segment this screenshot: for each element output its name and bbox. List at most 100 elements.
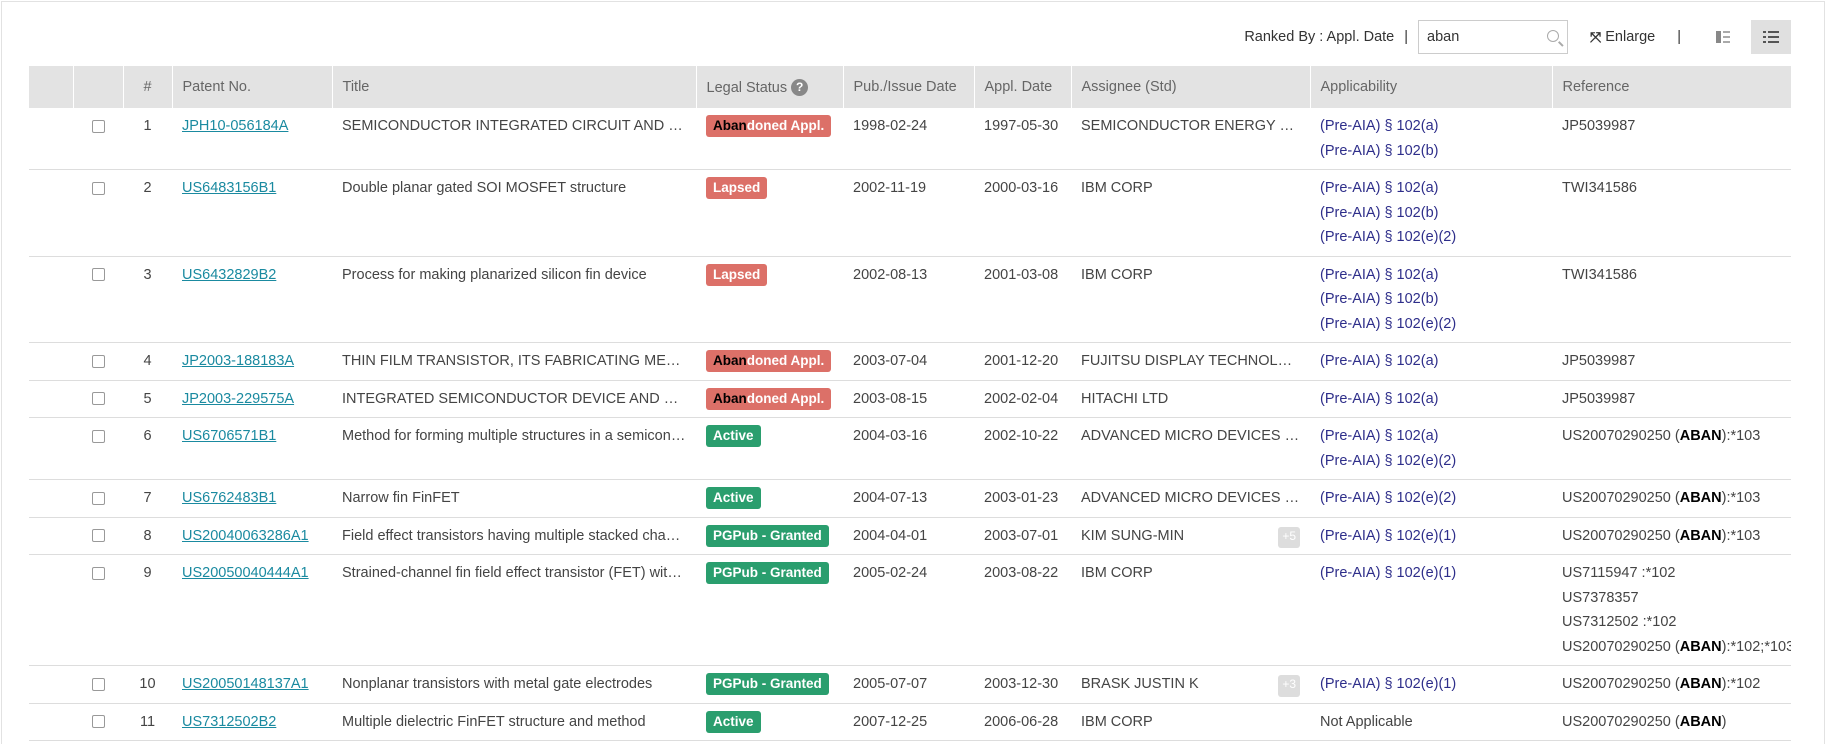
reference-text: JP5039987 <box>1562 353 1636 369</box>
table-row[interactable]: 6 US6706571B1 Method for forming multiple … <box>29 417 1791 480</box>
row-checkbox[interactable] <box>91 715 105 729</box>
patent-link[interactable]: US7312502B2 <box>182 713 277 730</box>
patent-link[interactable]: JPH10-056184A <box>182 118 289 134</box>
enlarge-button[interactable]: ⤧ Enlarge <box>1590 29 1655 46</box>
title-cell: INTEGRATED SEMICONDUCTOR DEVICE AND MANU… <box>332 380 696 418</box>
column-header-patent-no[interactable]: Patent No. <box>171 66 332 108</box>
reference-text: US7312502 :*102 <box>1562 614 1677 630</box>
assignee-cell: HITACHI LTD <box>1071 380 1310 418</box>
row-checkbox[interactable] <box>91 677 105 691</box>
assignee: KIM SUNG-MIN +5 <box>1081 524 1300 548</box>
applicability-item[interactable]: (Pre-AIA) § 102(e)(1) <box>1320 565 1457 581</box>
reference-item: TWI341586 <box>1562 176 1781 201</box>
applicability-item[interactable]: (Pre-AIA) § 102(a) <box>1320 353 1439 369</box>
applicability-item[interactable]: (Pre-AIA) § 102(e)(2) <box>1320 229 1457 245</box>
table-row[interactable]: 8 US20040063286A1 Field effect transistors… <box>29 517 1791 555</box>
patent-link[interactable]: US6483156B1 <box>182 180 277 196</box>
row-number: 8 <box>123 517 172 555</box>
assignee-name: IBM CORP <box>1081 180 1153 196</box>
more-assignees-badge[interactable]: +3 <box>1278 675 1300 697</box>
checkbox-cell <box>73 703 123 741</box>
row-checkbox[interactable] <box>91 268 105 282</box>
applicability-item[interactable]: (Pre-AIA) § 102(b) <box>1320 142 1439 159</box>
table-row[interactable]: 7 US6762483B1 Narrow fin FinFET Active 2004-… <box>29 479 1791 518</box>
table-row[interactable]: 9 US20050040444A1 Strained-channel fin fie… <box>29 554 1791 666</box>
column-header-applicability[interactable]: Applicability <box>1309 66 1552 108</box>
row-checkbox[interactable] <box>91 429 105 443</box>
reference-item: US20070290250 (ABAN):*102 <box>1562 672 1781 697</box>
row-checkbox[interactable] <box>91 181 105 195</box>
search-input[interactable] <box>1427 29 1543 45</box>
appl-date: 2006-06-28 <box>974 703 1071 741</box>
search-box[interactable] <box>1418 20 1569 54</box>
split-view-button[interactable] <box>1703 20 1743 54</box>
row-checkbox[interactable] <box>91 354 105 368</box>
reference-text: US20070290250 ( <box>1562 638 1680 655</box>
pub-date: 2004-07-13 <box>843 479 974 518</box>
toolbar: Ranked By : Appl. Date | ⤧ Enlarge | <box>1244 20 1791 54</box>
applicability-item[interactable]: (Pre-AIA) § 102(e)(1) <box>1320 676 1457 692</box>
legal-status-cell: PGPub - Granted <box>696 665 843 704</box>
patent-link[interactable]: US6432829B2 <box>182 266 277 283</box>
row-spacer <box>29 417 73 480</box>
row-checkbox[interactable] <box>91 119 105 133</box>
pub-date: 2007-12-25 <box>843 703 974 741</box>
ranked-by-label[interactable]: Ranked By : Appl. Date <box>1244 29 1395 45</box>
patent-link[interactable]: JP2003-188183A <box>182 353 295 369</box>
column-header-number[interactable]: # <box>122 66 172 108</box>
table-row[interactable]: 5 JP2003-229575A INTEGRATED SEMICONDUCTOR … <box>29 380 1791 418</box>
applicability-item[interactable]: (Pre-AIA) § 102(a) <box>1320 118 1439 134</box>
applicability-item[interactable]: (Pre-AIA) § 102(b) <box>1320 291 1439 307</box>
checkbox-cell <box>73 517 123 555</box>
row-checkbox[interactable] <box>91 392 105 406</box>
applicability-item[interactable]: (Pre-AIA) § 102(a) <box>1320 266 1439 283</box>
reference-text: US20070290250 ( <box>1562 713 1680 730</box>
column-header-pub-date[interactable]: Pub./Issue Date <box>842 66 974 108</box>
reference-item: JP5039987 <box>1562 114 1781 139</box>
list-view-button[interactable] <box>1751 20 1791 54</box>
title-cell: Double planar gated SOI MOSFET structure <box>332 169 696 257</box>
applicability-item[interactable]: (Pre-AIA) § 102(b) <box>1320 204 1439 221</box>
column-header-reference[interactable]: Reference <box>1551 66 1791 108</box>
row-spacer <box>29 554 73 666</box>
row-checkbox[interactable] <box>91 566 105 580</box>
column-header-title[interactable]: Title <box>331 66 696 108</box>
table-row[interactable]: 10 US20050148137A1 Nonplanar transistors w… <box>29 665 1791 704</box>
table-row[interactable]: 3 US6432829B2 Process for making planarize… <box>29 256 1791 343</box>
table-row[interactable]: 11 US7312502B2 Multiple dielectric FinFET … <box>29 703 1791 741</box>
pub-date: 2003-07-04 <box>843 342 974 381</box>
column-header-legal-status[interactable]: Legal Status? <box>695 66 843 108</box>
title-cell: Nonplanar transistors with metal gate el… <box>332 665 696 704</box>
table-row[interactable]: 2 US6483156B1 Double planar gated SOI MOSF… <box>29 169 1791 257</box>
status-highlight: Aban <box>713 353 747 368</box>
applicability-item[interactable]: (Pre-AIA) § 102(e)(2) <box>1320 452 1457 469</box>
table-row[interactable]: 1 JPH10-056184A SEMICONDUCTOR INTEGRATED C… <box>29 108 1791 170</box>
table-row[interactable]: 4 JP2003-188183A THIN FILM TRANSISTOR, ITS… <box>29 342 1791 381</box>
reference-item: US7378357 <box>1562 586 1781 611</box>
patent-no-cell: JP2003-188183A <box>172 342 332 381</box>
patent-link[interactable]: US6762483B1 <box>182 490 277 506</box>
patent-link[interactable]: US20040063286A1 <box>182 527 309 544</box>
applicability-item[interactable]: (Pre-AIA) § 102(e)(2) <box>1320 315 1457 332</box>
title-cell: Strained-channel fin field effect transi… <box>332 554 696 666</box>
column-header-assignee[interactable]: Assignee (Std) <box>1070 66 1310 108</box>
row-checkbox[interactable] <box>91 529 105 543</box>
more-assignees-badge[interactable]: +5 <box>1278 526 1300 548</box>
split-view-icon <box>1716 31 1730 43</box>
patent-link[interactable]: US20050040444A1 <box>182 565 309 581</box>
patent-link[interactable]: US6706571B1 <box>182 428 277 444</box>
applicability-item[interactable]: (Pre-AIA) § 102(e)(1) <box>1320 527 1457 544</box>
search-icon[interactable] <box>1547 30 1560 42</box>
patent-link[interactable]: US20050148137A1 <box>182 676 309 692</box>
applicability-item[interactable]: (Pre-AIA) § 102(a) <box>1320 428 1439 444</box>
row-checkbox[interactable] <box>91 491 105 505</box>
applicability-item[interactable]: (Pre-AIA) § 102(a) <box>1320 180 1439 196</box>
legal-status-cell: PGPub - Granted <box>696 517 843 555</box>
help-icon[interactable]: ? <box>791 78 809 96</box>
applicability-item[interactable]: (Pre-AIA) § 102(e)(2) <box>1320 490 1457 506</box>
applicability-item[interactable]: (Pre-AIA) § 102(a) <box>1320 390 1439 407</box>
patent-link[interactable]: JP2003-229575A <box>182 390 295 407</box>
row-spacer <box>29 479 73 518</box>
column-header-appl-date[interactable]: Appl. Date <box>973 66 1071 108</box>
